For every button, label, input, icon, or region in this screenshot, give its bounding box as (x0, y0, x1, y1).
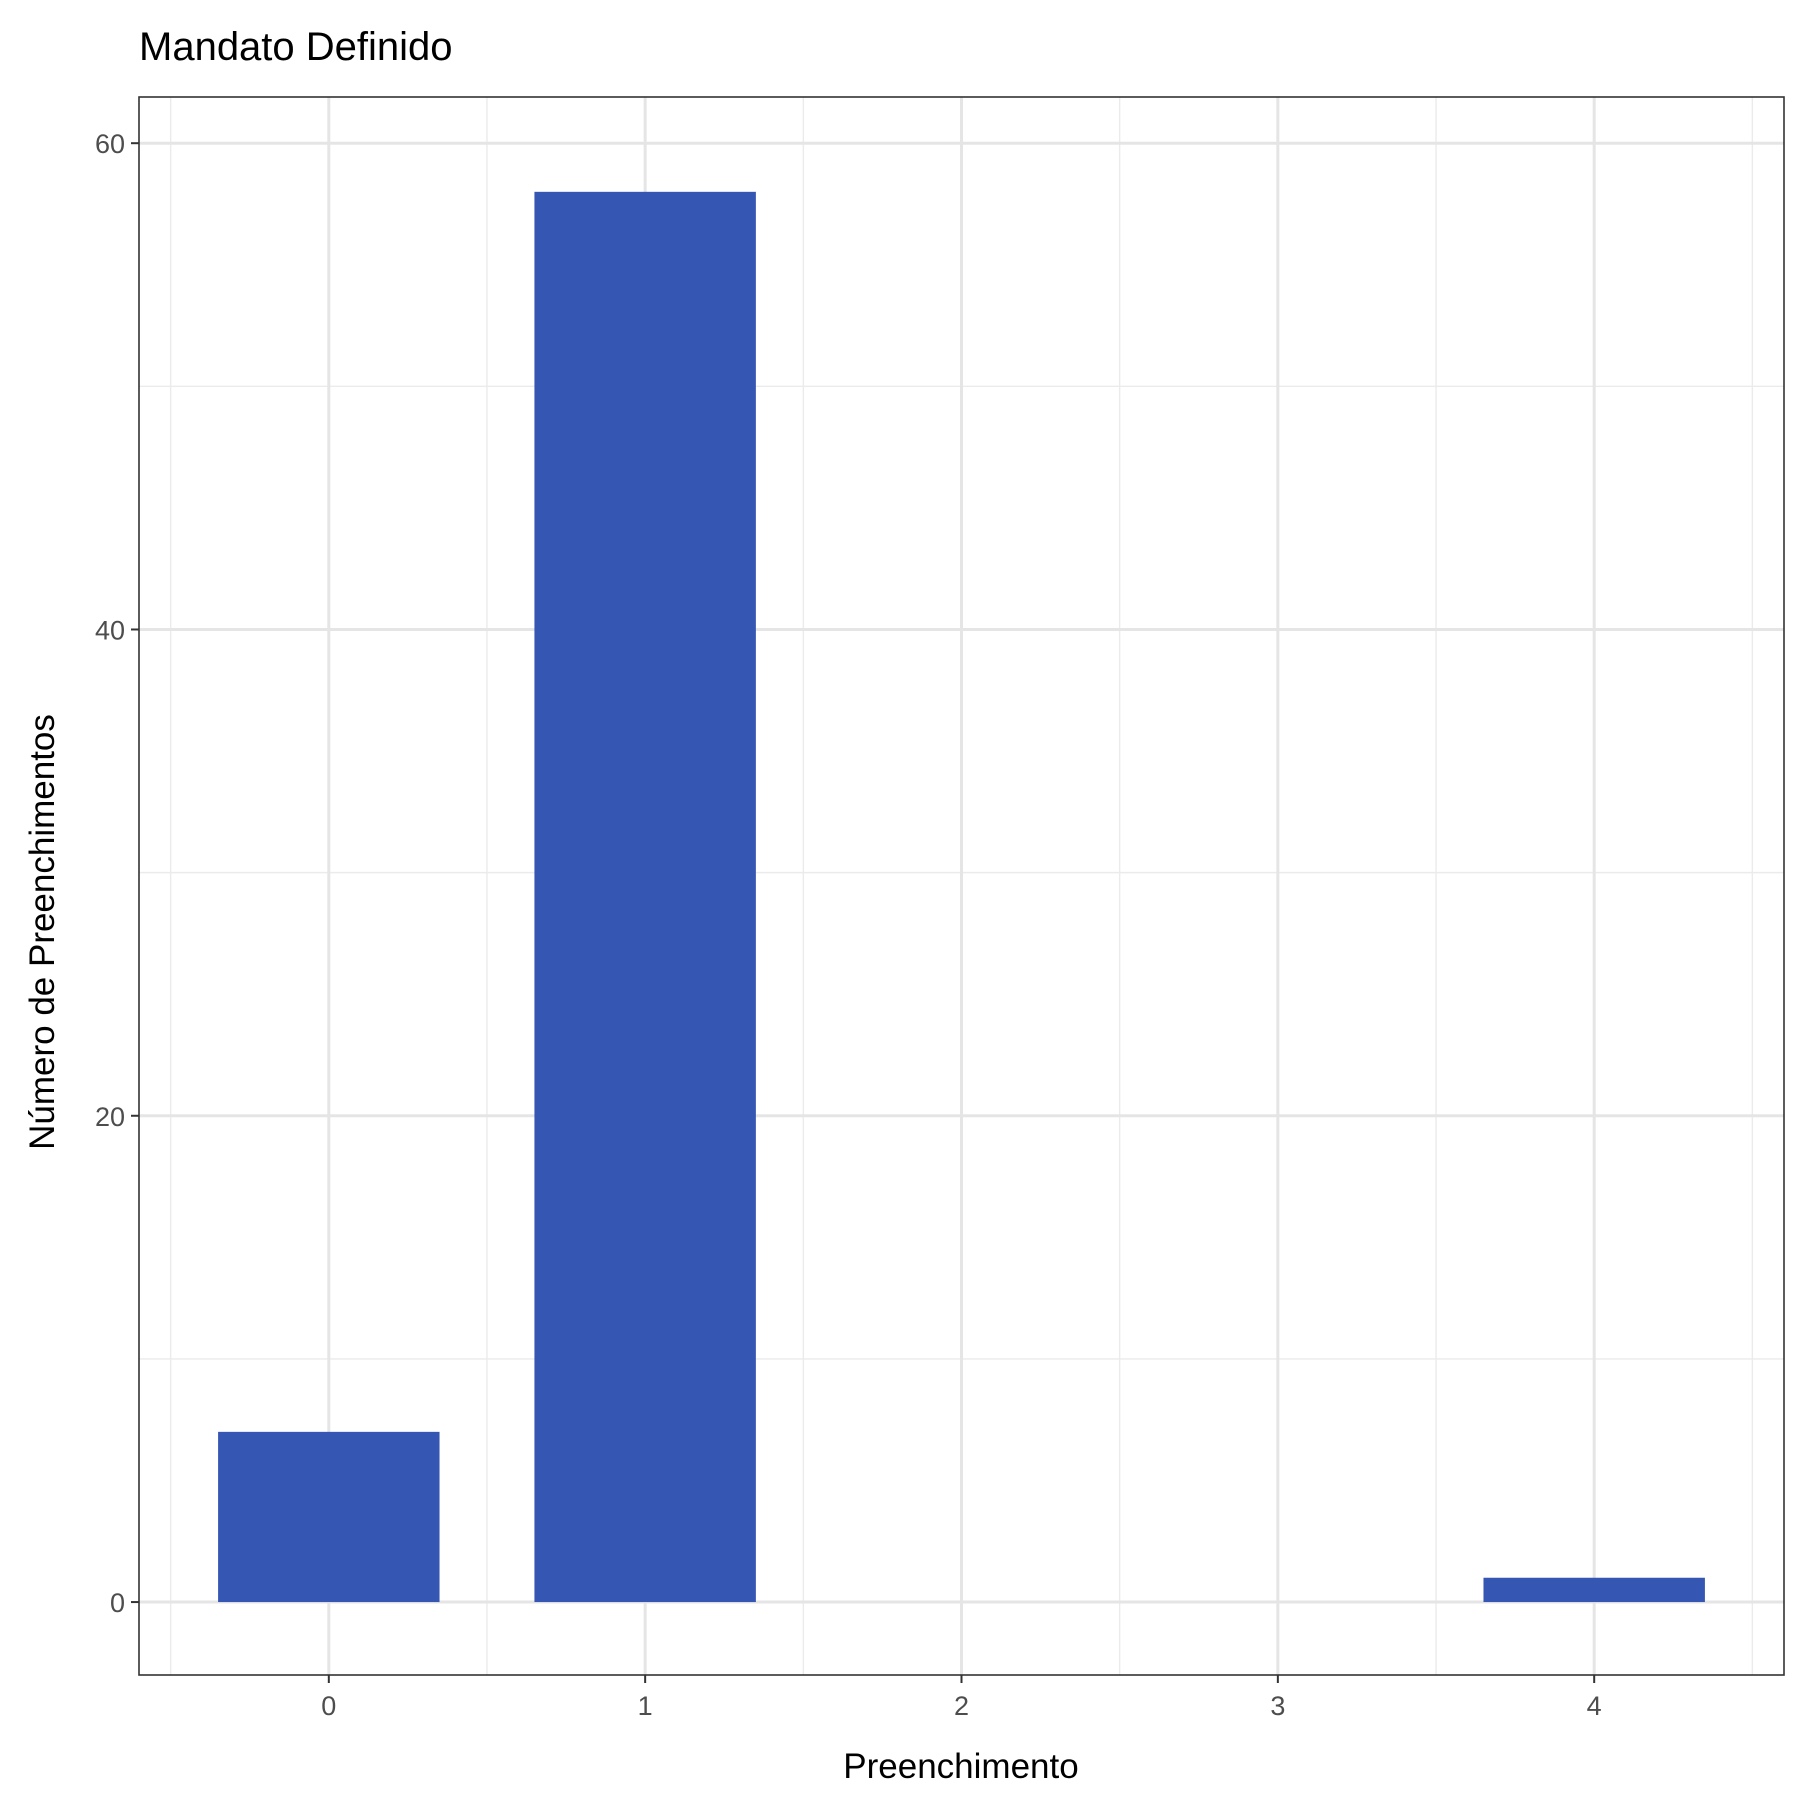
y-tick-label: 0 (110, 1588, 125, 1618)
y-axis-title: Número de Preenchimentos (23, 714, 62, 1150)
bars (218, 191, 1705, 1603)
bar-4 (1483, 1577, 1705, 1603)
chart-title: Mandato Definido (139, 25, 453, 69)
y-tick-label: 20 (95, 1102, 125, 1132)
y-tick-label: 60 (95, 129, 125, 159)
x-tick-label: 4 (1587, 1691, 1602, 1721)
x-tick-label: 2 (954, 1691, 969, 1721)
bar-0 (218, 1431, 440, 1603)
bar-1 (534, 191, 756, 1603)
y-tick-label: 40 (95, 615, 125, 645)
x-axis-title: Preenchimento (843, 1747, 1078, 1786)
x-tick-label: 0 (321, 1691, 336, 1721)
x-tick-label: 3 (1270, 1691, 1285, 1721)
x-tick-label: 1 (638, 1691, 653, 1721)
